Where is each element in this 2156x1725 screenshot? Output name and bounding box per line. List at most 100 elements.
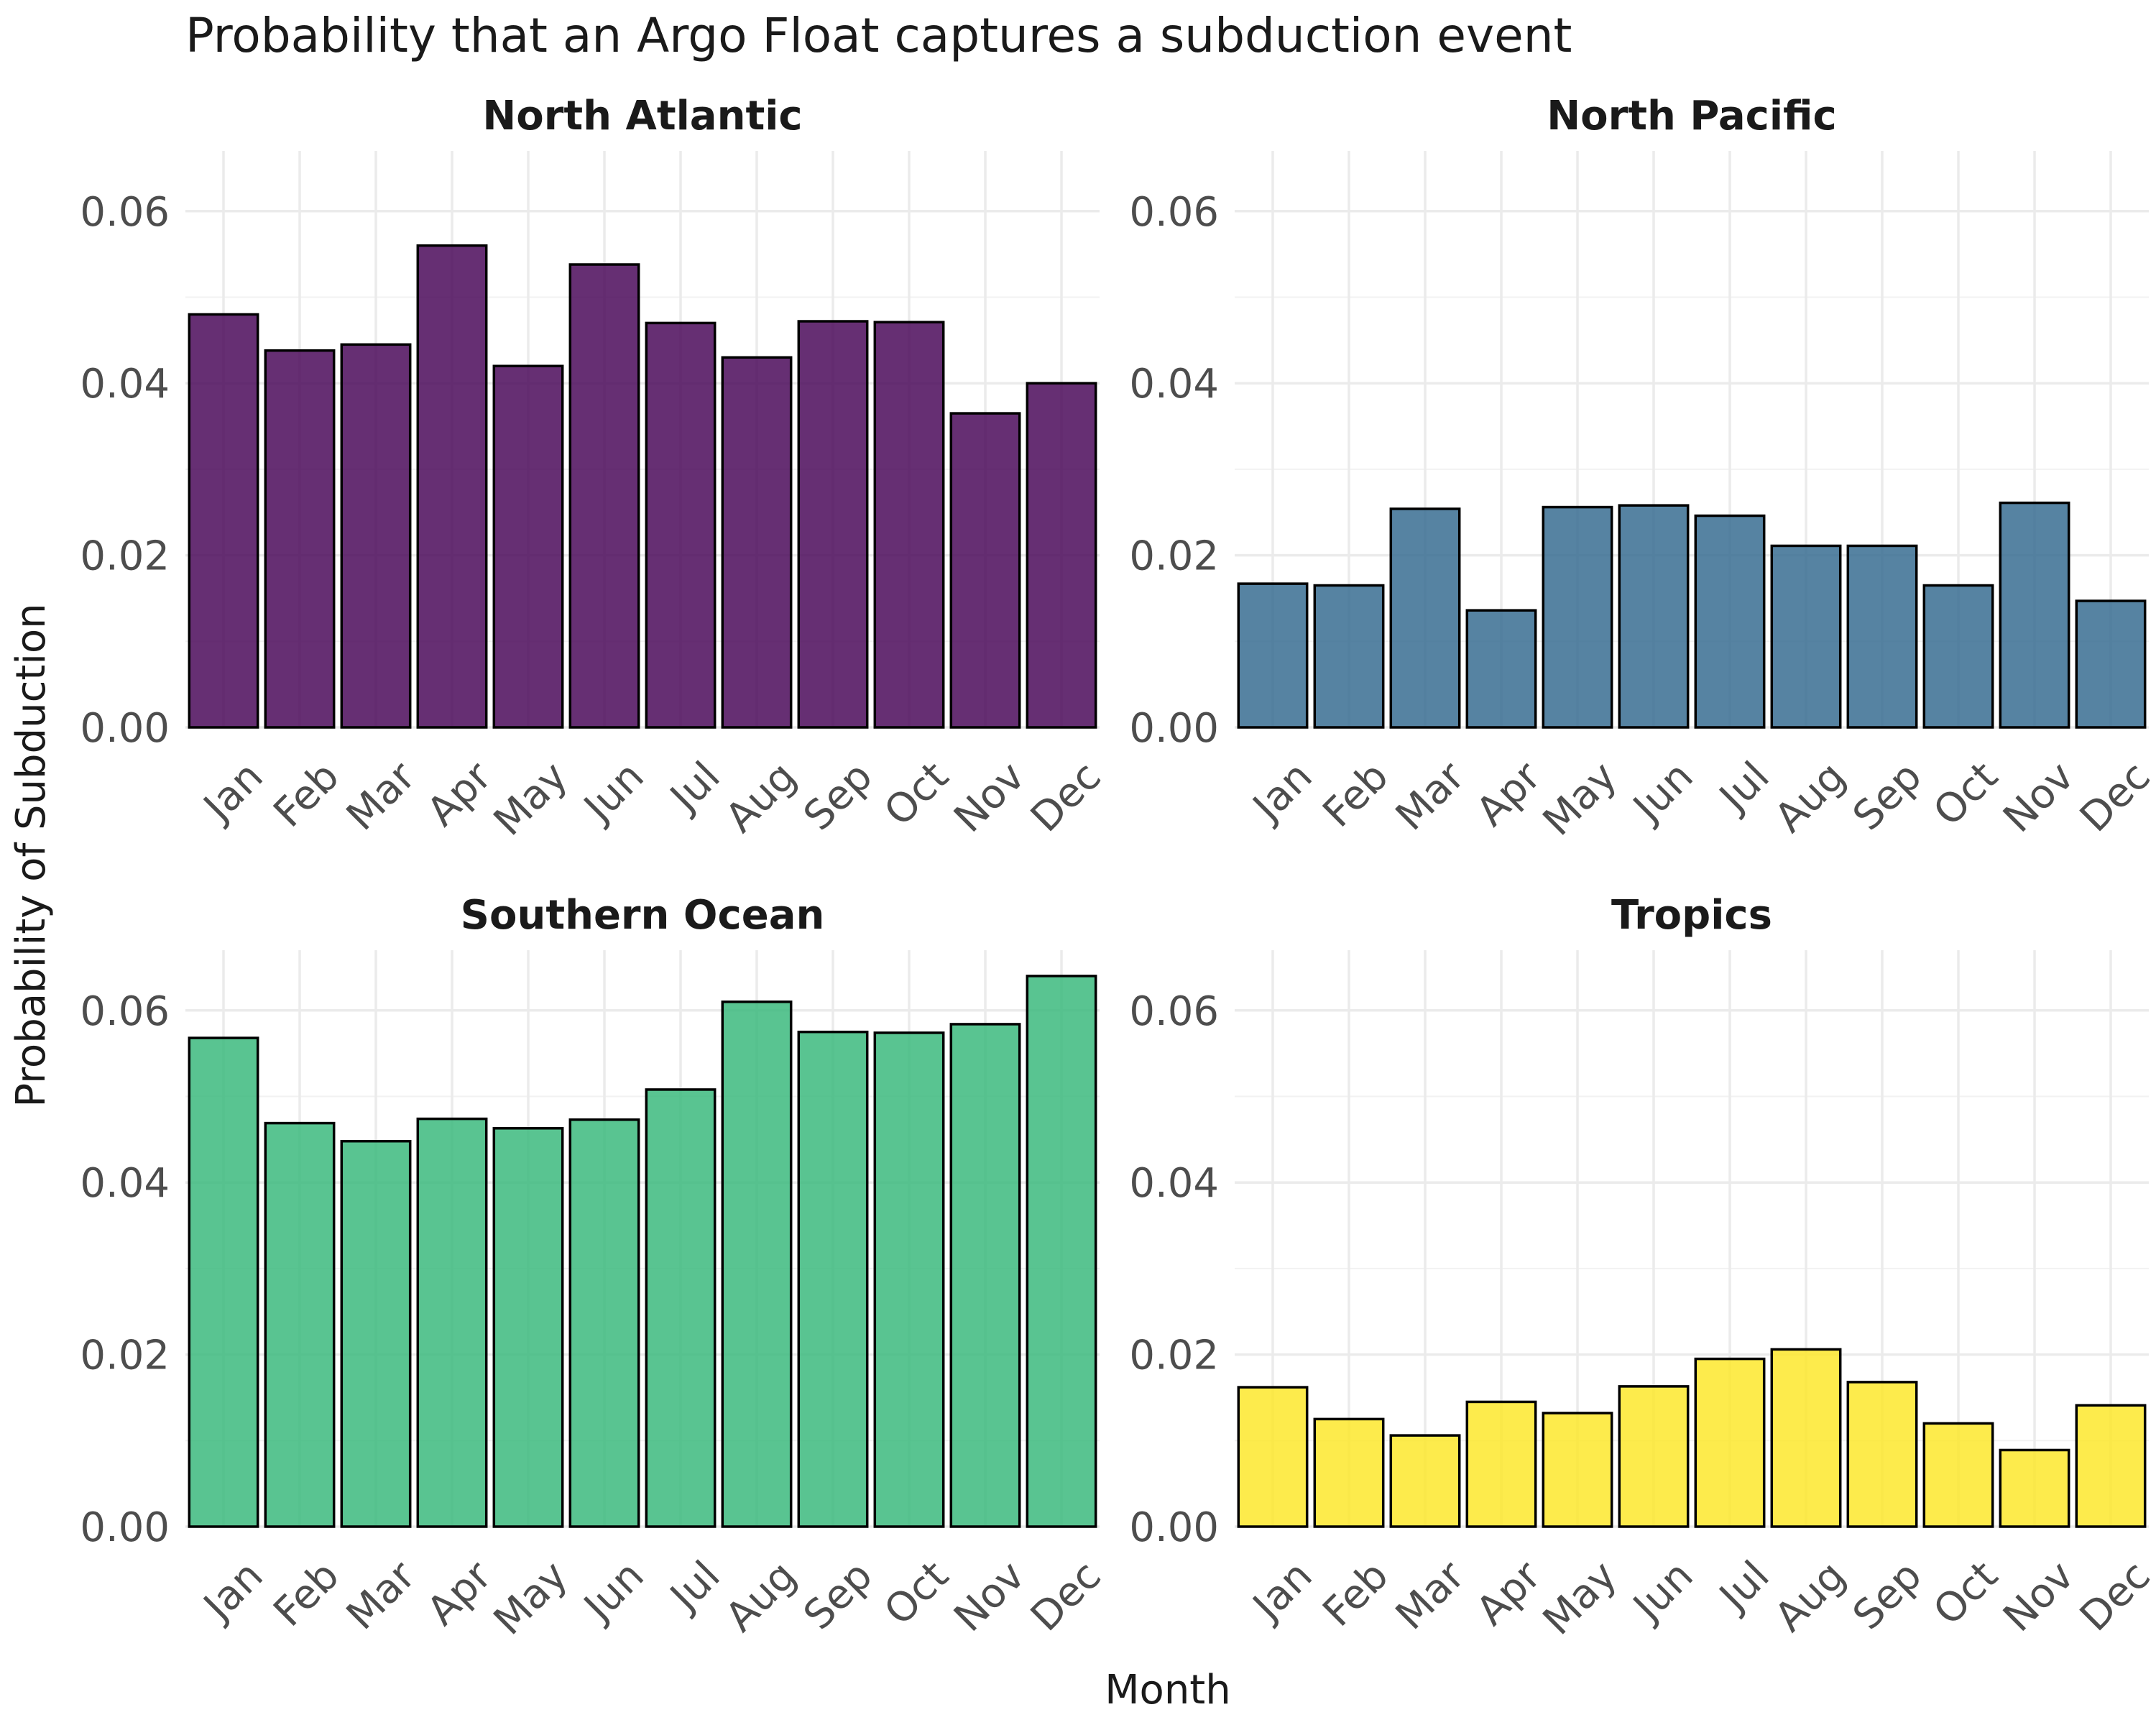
bar-north-pacific-jun	[1618, 504, 1690, 729]
bar-north-atlantic-apr	[416, 244, 488, 729]
bar-north-atlantic-jul	[645, 321, 717, 729]
x-tick-label: Apr	[1468, 1552, 1550, 1634]
bar-north-atlantic-dec	[1026, 382, 1097, 729]
bar-southern-ocean-jul	[645, 1088, 717, 1528]
bar-north-atlantic-oct	[873, 321, 945, 729]
x-tick-label: Mar	[338, 753, 425, 840]
bar-tropics-may	[1542, 1412, 1613, 1528]
bar-north-pacific-oct	[1922, 584, 1994, 729]
bar-tropics-aug	[1770, 1348, 1842, 1528]
bar-tropics-nov	[1999, 1448, 2070, 1528]
bar-tropics-mar	[1389, 1434, 1461, 1528]
x-tick-label: May	[485, 1552, 577, 1644]
y-tick-label: 0.00	[80, 1504, 170, 1551]
x-tick-label: Apr	[1468, 753, 1550, 835]
x-tick-label: Feb	[1314, 753, 1398, 837]
facet-title: North Atlantic	[482, 93, 802, 139]
bar-tropics-jul	[1694, 1357, 1766, 1528]
y-tick-label: 0.06	[1129, 988, 1219, 1035]
x-tick-label: Dec	[1022, 753, 1110, 842]
x-tick-label: Aug	[1766, 1552, 1854, 1641]
y-tick-label: 0.06	[80, 988, 170, 1035]
y-tick-label: 0.02	[80, 1333, 170, 1379]
x-tick-label: Jan	[1243, 753, 1321, 832]
x-tick-label: Apr	[418, 1552, 501, 1634]
bar-north-pacific-nov	[1999, 501, 2070, 729]
x-axis-label: Month	[1105, 1667, 1231, 1714]
bar-north-atlantic-may	[492, 364, 564, 729]
bar-north-pacific-aug	[1770, 544, 1842, 729]
x-tick-label: Feb	[1314, 1552, 1398, 1636]
x-tick-label: Aug	[717, 753, 805, 842]
x-tick-label: Feb	[265, 753, 349, 837]
x-tick-label: Jun	[1623, 753, 1703, 832]
x-tick-label: Sep	[795, 1552, 882, 1639]
bar-southern-ocean-jun	[568, 1118, 640, 1528]
x-tick-label: Jun	[574, 1552, 653, 1632]
x-tick-label: Mar	[1387, 1552, 1474, 1639]
y-tick-label: 0.06	[80, 189, 170, 236]
bar-north-atlantic-jun	[568, 263, 640, 729]
x-tick-label: Jan	[1243, 1552, 1321, 1631]
facet-title: Southern Ocean	[461, 892, 825, 939]
bar-tropics-jun	[1618, 1385, 1690, 1528]
bar-north-atlantic-sep	[797, 320, 869, 729]
x-tick-label: Oct	[1925, 753, 2007, 835]
bar-southern-ocean-nov	[949, 1023, 1021, 1528]
bar-north-atlantic-feb	[264, 349, 336, 729]
bar-north-pacific-may	[1542, 505, 1613, 729]
y-tick-label: 0.00	[1129, 705, 1219, 752]
x-tick-label: Nov	[945, 753, 1033, 842]
x-tick-label: May	[485, 753, 577, 845]
facet-title: North Pacific	[1547, 93, 1837, 139]
x-tick-label: Sep	[1844, 753, 1931, 840]
y-tick-label: 0.02	[1129, 533, 1219, 580]
bar-southern-ocean-apr	[416, 1117, 488, 1528]
x-tick-label: Dec	[2071, 1552, 2156, 1641]
bar-tropics-jan	[1237, 1386, 1309, 1528]
bar-southern-ocean-sep	[797, 1030, 869, 1528]
x-tick-label: Oct	[875, 1552, 957, 1634]
x-tick-label: Mar	[338, 1552, 425, 1639]
bar-north-atlantic-jan	[188, 313, 259, 729]
x-tick-label: Oct	[875, 753, 957, 835]
facet-title: Tropics	[1611, 892, 1772, 939]
bar-north-pacific-feb	[1313, 584, 1385, 729]
bar-southern-ocean-mar	[340, 1139, 412, 1528]
x-tick-label: Aug	[717, 1552, 805, 1641]
bar-north-pacific-jul	[1694, 514, 1766, 729]
y-tick-label: 0.00	[80, 705, 170, 752]
x-tick-label: Dec	[1022, 1552, 1110, 1641]
x-tick-label: Jan	[193, 1552, 272, 1631]
bar-north-atlantic-nov	[949, 412, 1021, 729]
x-tick-label: Nov	[945, 1552, 1033, 1641]
y-axis-label: Probability of Subduction	[8, 603, 55, 1107]
bar-southern-ocean-may	[492, 1127, 564, 1528]
y-tick-label: 0.00	[1129, 1504, 1219, 1551]
y-tick-label: 0.06	[1129, 189, 1219, 236]
bar-north-pacific-sep	[1846, 544, 1918, 729]
bar-southern-ocean-aug	[721, 1000, 793, 1528]
chart-title: Probability that an Argo Float captures …	[185, 8, 1572, 63]
bar-southern-ocean-feb	[264, 1121, 336, 1528]
x-tick-label: Jun	[1623, 1552, 1703, 1632]
x-tick-label: Aug	[1766, 753, 1854, 842]
bar-tropics-apr	[1465, 1400, 1537, 1528]
x-tick-label: Oct	[1925, 1552, 2007, 1634]
y-tick-label: 0.04	[1129, 361, 1219, 408]
x-tick-label: Jun	[574, 753, 653, 832]
bar-north-pacific-dec	[2075, 599, 2147, 729]
x-tick-label: Mar	[1387, 753, 1474, 840]
bar-tropics-dec	[2075, 1404, 2147, 1528]
x-tick-label: May	[1534, 1552, 1626, 1644]
y-tick-label: 0.04	[80, 361, 170, 408]
bar-north-pacific-mar	[1389, 507, 1461, 729]
x-tick-label: Jan	[193, 753, 272, 832]
bar-north-pacific-jan	[1237, 582, 1309, 729]
x-tick-label: Apr	[418, 753, 501, 835]
